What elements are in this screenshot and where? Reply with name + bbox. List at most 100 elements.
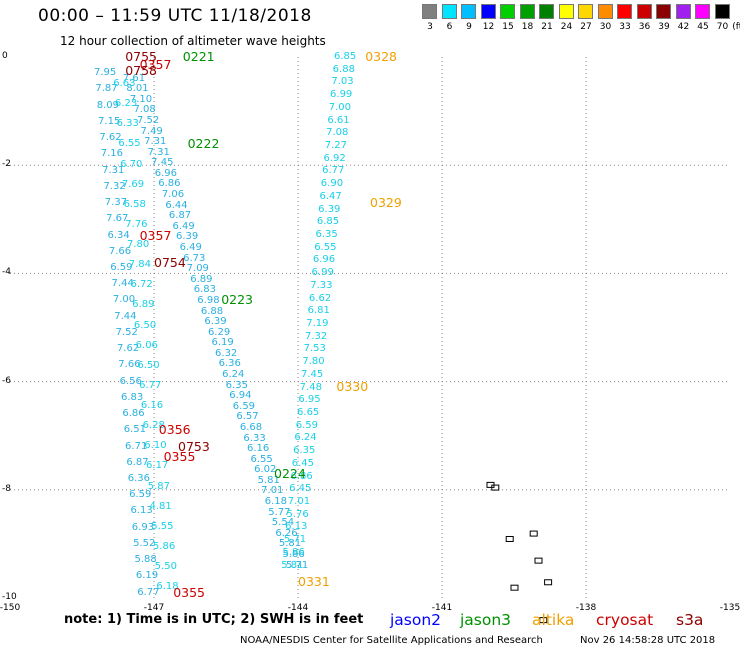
swh-value: 6.61 <box>327 114 350 126</box>
colorbar-swatch <box>675 4 691 19</box>
swh-value: 6.86 <box>122 408 145 420</box>
swh-value: 7.19 <box>306 317 329 329</box>
swh-value: 7.80 <box>127 239 150 251</box>
swh-value: 6.62 <box>308 292 332 304</box>
swh-value: 5.52 <box>133 537 156 549</box>
footer-note: note: 1) Time is in UTC; 2) SWH is in fe… <box>64 612 364 627</box>
swh-value: 5.88 <box>134 554 157 566</box>
swh-value: 7.01 <box>261 485 284 497</box>
swh-value: 6.49 <box>179 241 202 253</box>
swh-value: 5.50 <box>154 561 177 573</box>
map-title: 00:00 – 11:59 UTC 11/18/2018 <box>38 6 312 26</box>
colorbar-label: 42 <box>677 22 690 32</box>
swh-value: 6.49 <box>172 220 195 232</box>
swh-value: 6.23 <box>114 98 138 110</box>
swh-value: 6.99 <box>330 89 353 101</box>
colorbar-label: 15 <box>502 22 514 32</box>
swh-value: 7.08 <box>133 104 156 116</box>
swh-value: 7.06 <box>161 189 185 201</box>
swh-value: 6.17 <box>146 460 169 472</box>
swh-value: 6.06 <box>135 339 158 351</box>
swh-value: 6.85 <box>316 216 340 228</box>
pass-time-label: 0355 <box>173 584 205 600</box>
swh-value: 6.18 <box>156 581 179 593</box>
swh-value: 6.16 <box>140 400 164 412</box>
colorbar-label: 21 <box>541 22 553 32</box>
swh-value: 5.86 <box>152 540 176 552</box>
pass-time-label: 0356 <box>158 422 191 438</box>
colorbar-label: 70 <box>716 22 729 32</box>
swh-value: 6.85 <box>334 51 357 62</box>
colorbar-label: 24 <box>560 22 573 32</box>
swh-value: 7.08 <box>326 127 349 139</box>
colorbar-label: 9 <box>466 22 472 32</box>
swh-value: 7.27 <box>324 139 348 151</box>
pass-time-label: 0754 <box>154 254 186 270</box>
swh-value: 7.10 <box>129 93 153 105</box>
swh-value: 6.89 <box>190 273 213 285</box>
swh-value: 5.81 <box>278 538 302 550</box>
pass-time-label: 0330 <box>336 379 369 394</box>
swh-value: 6.63 <box>113 78 136 90</box>
swh-value: 6.10 <box>144 440 167 452</box>
pass-time-label: 0331 <box>298 573 330 589</box>
swh-value: 7.95 <box>94 67 117 79</box>
swh-value: 6.88 <box>332 63 355 75</box>
colorbar-swatch <box>519 4 535 19</box>
island-outline <box>539 617 548 624</box>
legend-entry: altika <box>532 611 575 629</box>
swh-value: 6.87 <box>168 210 192 222</box>
swh-value: 6.99 <box>311 267 334 279</box>
swh-value: 7.16 <box>100 148 124 160</box>
swh-value: 6.39 <box>318 203 341 215</box>
map-subtitle: 12 hour collection of altimeter wave hei… <box>60 34 326 48</box>
swh-value: 6.89 <box>132 299 155 311</box>
swh-value: 6.32 <box>215 347 238 359</box>
swh-value: 7.32 <box>304 330 328 342</box>
swh-value: 7.37 <box>104 197 128 209</box>
swh-value: 6.57 <box>236 411 259 423</box>
swh-value: 6.86 <box>290 470 313 482</box>
colorbar-label: 6 <box>446 22 453 32</box>
swh-value: 6.50 <box>137 359 160 371</box>
x-tick-label: -135 <box>719 603 740 613</box>
swh-value: 6.83 <box>121 391 144 403</box>
swh-value: 7.31 <box>144 136 167 148</box>
swh-value: 6.39 <box>176 231 199 243</box>
swh-value: 5.54 <box>271 517 295 529</box>
pass-time-label: 0758 <box>125 62 157 78</box>
swh-value: 6.13 <box>130 505 153 517</box>
swh-value: 7.33 <box>310 279 333 291</box>
swh-value: 5.81 <box>257 474 280 486</box>
swh-value: 8.09 <box>96 99 119 111</box>
swh-value: 6.47 <box>319 190 342 202</box>
swh-value: 6.87 <box>126 456 149 468</box>
swh-value: 6.96 <box>312 254 336 266</box>
y-tick-label: -4 <box>2 267 11 278</box>
x-tick-label: -150 <box>0 603 21 613</box>
swh-value: 7.66 <box>108 245 132 257</box>
swh-value: 7.67 <box>106 213 129 225</box>
swh-value: 6.44 <box>165 199 188 211</box>
swh-value: 7.62 <box>116 343 140 355</box>
swh-value: 6.26 <box>275 527 298 539</box>
swh-value: 7.48 <box>299 381 322 393</box>
swh-value: 6.96 <box>154 167 177 179</box>
swh-value: 7.00 <box>328 101 351 113</box>
y-tick-label: -6 <box>2 375 11 386</box>
legend-entry: jason2 <box>390 611 442 629</box>
island-outline <box>491 484 500 491</box>
swh-value: 5.86 <box>282 546 305 558</box>
swh-value: 6.18 <box>264 496 287 508</box>
colorbar-label: 30 <box>599 22 612 32</box>
timestamp-text: Nov 26 14:58:28 UTC 2018 <box>580 635 716 646</box>
swh-value: 7.03 <box>331 76 354 88</box>
colorbar-swatch <box>422 4 437 19</box>
swh-value: 6.65 <box>297 406 320 418</box>
pass-time-label: 0753 <box>178 438 210 454</box>
swh-value: 6.19 <box>211 337 234 349</box>
swh-value: 6.59 <box>295 419 318 431</box>
pass-time-label: 0357 <box>139 57 172 73</box>
swh-value: 5.77 <box>268 506 291 518</box>
swh-value: 6.45 <box>291 457 315 469</box>
